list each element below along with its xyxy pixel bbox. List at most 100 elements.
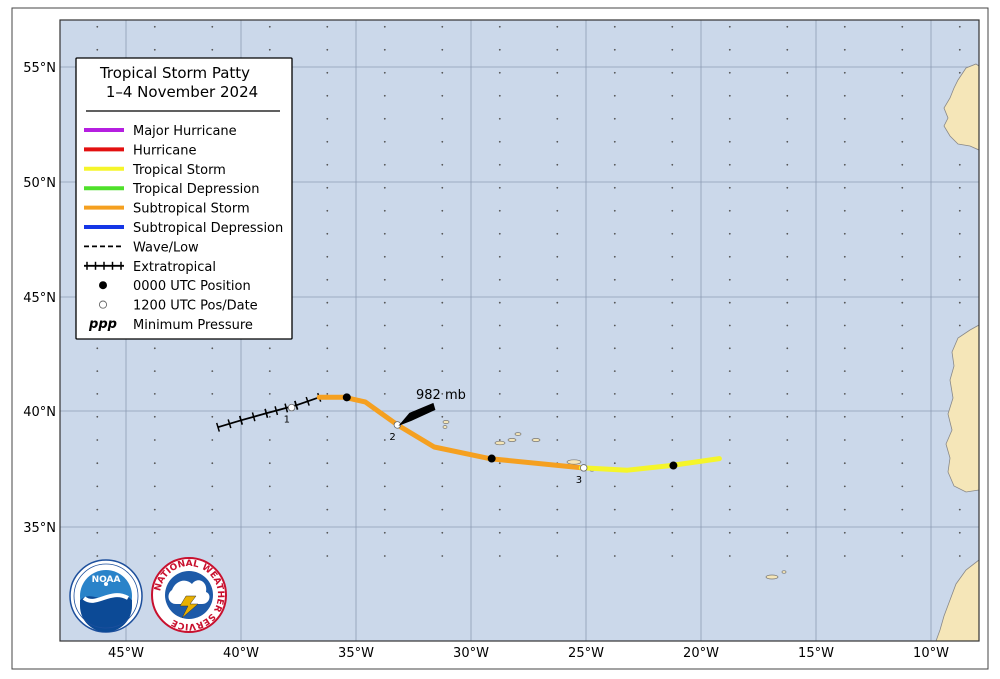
legend-swatch <box>99 281 107 290</box>
grid-dot <box>441 232 444 235</box>
grid-dot <box>901 301 904 304</box>
grid-dot <box>383 485 386 488</box>
grid-dot <box>383 370 386 372</box>
grid-dot <box>268 393 271 395</box>
grid-dot <box>441 94 444 97</box>
grid-dot <box>383 278 386 281</box>
grid-dot <box>326 462 329 465</box>
grid-dot <box>901 531 904 534</box>
extratropical-tick <box>264 408 269 418</box>
grid-dot <box>901 140 904 143</box>
islands-madeira <box>765 570 787 580</box>
grid-dot <box>441 186 444 189</box>
legend-label: Subtropical Depression <box>133 221 283 236</box>
grid-dot <box>958 508 961 511</box>
grid-dot <box>498 48 501 51</box>
legend: Tropical Storm Patty 1–4 November 2024 M… <box>75 57 293 340</box>
grid-dot <box>728 555 731 557</box>
grid-dot <box>728 48 731 51</box>
lat-label: 45°N <box>23 291 56 306</box>
grid-dot <box>556 25 559 28</box>
grid-dot <box>728 370 731 372</box>
grid-dot <box>613 485 616 488</box>
grid-dot <box>786 555 789 557</box>
grid-dot <box>843 555 846 557</box>
grid-dot <box>326 255 329 258</box>
date-label: 2 <box>389 432 395 443</box>
grid-dot <box>786 531 789 534</box>
grid-dot <box>786 278 789 281</box>
grid-dot <box>958 209 961 212</box>
grid-dot <box>383 393 386 395</box>
grid-dot <box>441 209 444 212</box>
grid-dot <box>958 278 961 281</box>
grid-dot <box>268 48 271 51</box>
position-0000-utc <box>669 461 678 470</box>
grid-dot <box>96 555 99 557</box>
grid-dot <box>613 209 616 212</box>
grid-dot <box>613 324 616 327</box>
grid-dot <box>613 393 616 395</box>
grid-dot <box>96 508 99 511</box>
grid-dot <box>441 163 444 166</box>
grid-dot <box>498 186 501 189</box>
grid-dot <box>441 301 444 304</box>
grid-dot <box>326 278 329 281</box>
grid-dot <box>556 393 559 395</box>
grid-dot <box>211 347 214 350</box>
grid-dot <box>671 209 674 212</box>
grid-dot <box>326 186 329 189</box>
lon-label: 45°W <box>108 646 144 661</box>
grid-dot <box>728 301 731 304</box>
grid-dot <box>556 324 559 327</box>
grid-dot <box>671 255 674 258</box>
legend-items: Major Hurricane Hurricane Tropical Storm Tr… <box>84 124 283 333</box>
grid-dot <box>613 531 616 534</box>
grid-dot <box>728 462 731 465</box>
grid-dot <box>441 347 444 350</box>
grid-dot <box>556 347 559 350</box>
legend-box <box>75 57 293 340</box>
legend-title: Tropical Storm Patty <box>99 64 250 82</box>
grid-dot <box>786 324 789 327</box>
grid-dot <box>326 48 329 51</box>
lat-label: 35°N <box>23 521 56 536</box>
grid-dot <box>498 301 501 304</box>
grid-dot <box>326 117 329 120</box>
grid-dot <box>786 508 789 511</box>
grid-dot <box>498 278 501 281</box>
grid-dot <box>326 209 329 212</box>
position-0000-utc <box>487 454 496 463</box>
grid-dot <box>613 415 616 418</box>
grid-dot <box>613 555 616 557</box>
grid-dot <box>441 255 444 258</box>
grid-dot <box>441 140 444 143</box>
grid-dot <box>728 117 731 120</box>
grid-dot <box>96 25 99 28</box>
grid-dot <box>498 370 501 372</box>
grid-dot <box>96 439 99 441</box>
grid-dot <box>843 531 846 534</box>
grid-dot <box>96 462 99 465</box>
grid-dot <box>441 531 444 534</box>
grid-dot <box>613 186 616 189</box>
grid-dot <box>613 140 616 143</box>
legend-label: Tropical Depression <box>132 182 259 197</box>
grid-dot <box>958 555 961 557</box>
grid-dots <box>96 25 961 557</box>
grid-dot <box>441 485 444 488</box>
grid-dot <box>958 301 961 304</box>
grid-dot <box>671 163 674 166</box>
grid-dot <box>556 531 559 534</box>
extratropical-tick <box>274 406 279 416</box>
extratropical-tick <box>215 422 221 432</box>
grid-dot <box>268 347 271 350</box>
grid-dot <box>901 439 904 441</box>
grid-dot <box>786 347 789 350</box>
lon-label: 35°W <box>338 646 374 661</box>
grid-dot <box>498 485 501 488</box>
grid-dot <box>843 48 846 51</box>
grid-dot <box>728 324 731 327</box>
lon-label: 25°W <box>568 646 604 661</box>
